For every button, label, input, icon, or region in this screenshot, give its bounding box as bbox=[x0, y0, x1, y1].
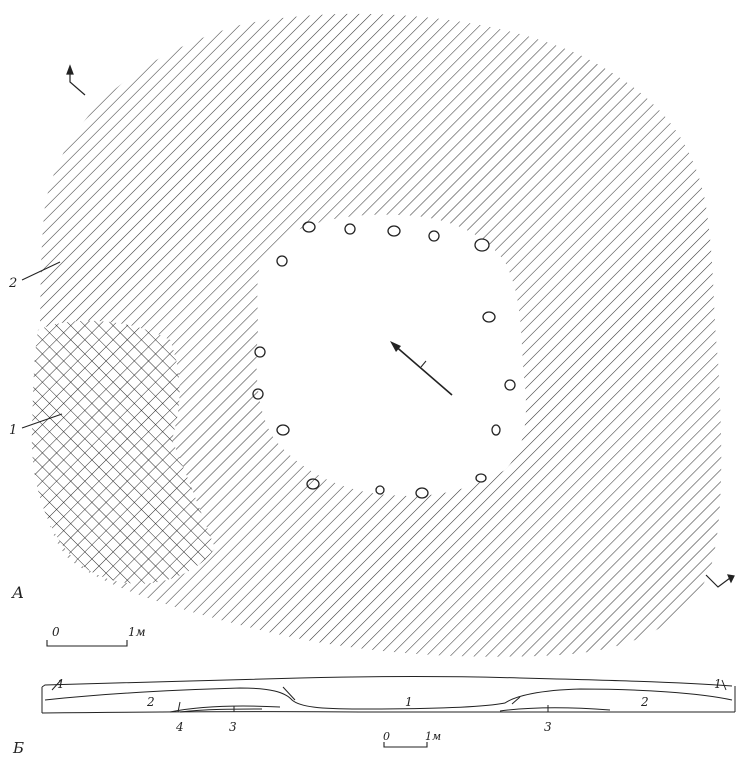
section-label-2-right: 2 bbox=[640, 695, 649, 709]
post-holes bbox=[252, 221, 516, 499]
section-label-1-center: 1 bbox=[405, 695, 413, 709]
section-label-3-left: 3 bbox=[229, 720, 237, 734]
section-panel-letter: Б bbox=[12, 739, 24, 757]
section-layer-3-right bbox=[499, 707, 611, 712]
post-hole bbox=[428, 230, 440, 242]
post-hole bbox=[306, 478, 320, 490]
plan-scale-one: 1м bbox=[128, 625, 146, 639]
plan-scale-zero: 0 bbox=[52, 625, 60, 639]
plan-scale-bar: 0 1м bbox=[46, 625, 146, 647]
section-label-3-right: 3 bbox=[544, 720, 552, 734]
section-marker-bottom-right bbox=[705, 574, 735, 588]
direction-arrow bbox=[390, 341, 453, 396]
section-fill-contour bbox=[44, 687, 733, 710]
post-hole bbox=[375, 485, 385, 495]
section-scale-one: 1м bbox=[425, 730, 441, 743]
leader-line-1 bbox=[21, 413, 63, 429]
post-hole bbox=[491, 424, 501, 436]
leader-line-2 bbox=[21, 261, 61, 281]
plan-panel-letter: А bbox=[11, 583, 24, 602]
post-hole bbox=[504, 379, 516, 391]
post-hole bbox=[475, 473, 487, 483]
dwelling-floor-clearing bbox=[256, 214, 526, 496]
plan-label-1: 1 bbox=[9, 423, 17, 438]
post-hole bbox=[302, 221, 316, 233]
post-hole bbox=[387, 225, 401, 237]
post-hole bbox=[344, 223, 356, 235]
plan-view: 2 1 А 0 1м bbox=[8, 13, 735, 657]
post-hole bbox=[482, 311, 496, 323]
section-view bbox=[41, 676, 736, 714]
plan-label-2: 2 bbox=[8, 276, 17, 291]
section-scale-zero: 0 bbox=[383, 730, 390, 743]
section-label-1-right: 1 bbox=[714, 677, 722, 691]
section-marker-top-left bbox=[66, 64, 86, 96]
post-hole bbox=[276, 424, 290, 436]
section-label-2-left: 2 bbox=[146, 695, 155, 709]
section-scale-bar: 0 1м bbox=[383, 730, 441, 748]
section-base bbox=[41, 711, 736, 714]
section-surface bbox=[41, 676, 733, 688]
post-hole bbox=[474, 238, 490, 252]
section-label-1-left: 1 bbox=[57, 677, 65, 691]
post-hole bbox=[276, 255, 288, 267]
post-hole bbox=[254, 346, 266, 358]
section-layer-3-left bbox=[169, 705, 281, 713]
cross-hatched-layer-1-fill bbox=[31, 320, 215, 584]
post-hole bbox=[252, 388, 264, 400]
section-label-4: 4 bbox=[175, 720, 184, 734]
post-hole bbox=[415, 487, 429, 499]
